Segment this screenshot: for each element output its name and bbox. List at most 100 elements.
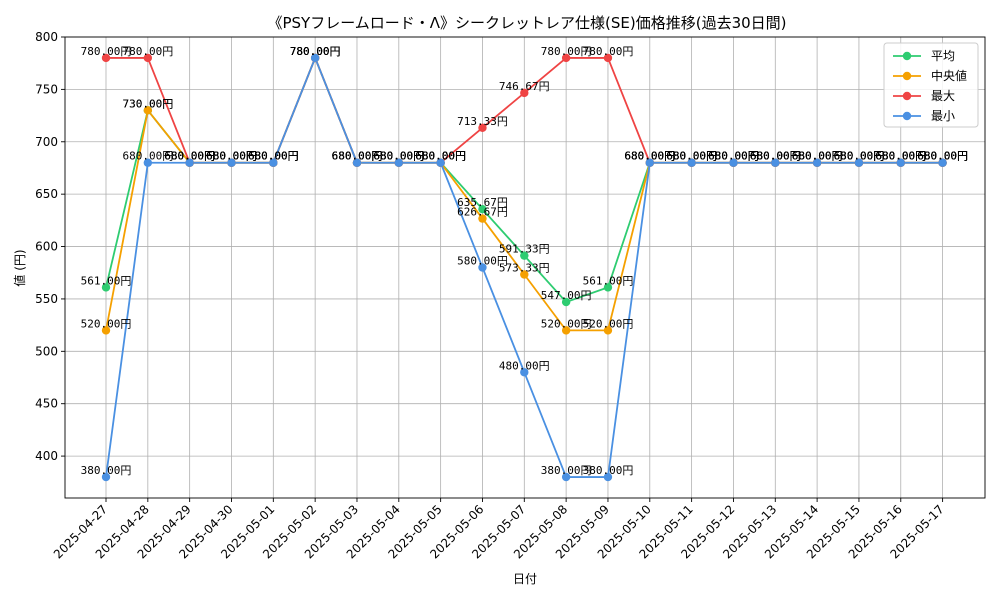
data-point xyxy=(520,88,529,98)
data-label: 680.00円 xyxy=(415,150,466,163)
y-tick-label: 450 xyxy=(35,397,58,411)
grid xyxy=(65,36,985,498)
data-label: 480.00円 xyxy=(499,359,550,372)
data-point xyxy=(143,106,153,115)
y-tick-label: 800 xyxy=(35,30,58,44)
data-label: 680.00円 xyxy=(164,150,215,163)
data-point xyxy=(520,368,529,377)
y-tick-label: 500 xyxy=(35,344,58,358)
data-label: 780.00円 xyxy=(290,45,341,58)
data-label: 680.00円 xyxy=(666,150,717,163)
data-point xyxy=(269,158,278,167)
data-point xyxy=(310,53,320,63)
data-label: 730.00円 xyxy=(122,97,173,110)
data-point xyxy=(227,158,236,167)
chart-title: 《PSYフレームロード・Λ》シークレットレア仕様(SE)価格推移(過去30日間) xyxy=(267,14,786,32)
data-point xyxy=(561,326,571,335)
data-label: 520.00円 xyxy=(81,317,132,330)
data-label: 580.00円 xyxy=(457,255,508,268)
y-tick-label: 700 xyxy=(35,135,58,149)
data-point xyxy=(143,158,153,167)
data-label: 680.00円 xyxy=(875,150,926,163)
data-point xyxy=(352,158,362,167)
data-label: 780.00円 xyxy=(541,45,592,58)
data-label: 680.00円 xyxy=(834,150,885,163)
data-point xyxy=(729,158,738,167)
data-label: 680.00円 xyxy=(164,150,215,163)
data-label: 680.00円 xyxy=(750,150,801,163)
data-point xyxy=(938,158,947,167)
series-layer xyxy=(101,53,947,482)
data-label: 680.00円 xyxy=(666,150,717,163)
data-label: 780.00円 xyxy=(290,45,341,58)
data-label: 680.00円 xyxy=(834,150,885,163)
data-label: 380.00円 xyxy=(583,464,634,477)
data-label: 680.00円 xyxy=(792,150,843,163)
data-label: 591.33円 xyxy=(499,243,550,256)
data-label: 680.00円 xyxy=(875,150,926,163)
data-label: 680.00円 xyxy=(708,150,759,163)
data-point xyxy=(771,158,780,167)
data-label: 680.00円 xyxy=(122,150,173,163)
data-point xyxy=(185,158,194,167)
data-label: 680.00円 xyxy=(624,150,675,163)
data-label: 680.00円 xyxy=(792,150,843,163)
data-label: 680.00円 xyxy=(164,150,215,163)
data-label: 680.00円 xyxy=(373,150,424,163)
data-label: 520.00円 xyxy=(541,317,592,330)
data-point xyxy=(603,326,613,335)
data-label: 626.67円 xyxy=(457,206,508,219)
data-point xyxy=(561,297,571,307)
y-tick-label: 650 xyxy=(35,187,58,201)
data-point xyxy=(812,158,822,167)
data-label: 680.00円 xyxy=(708,150,759,163)
y-tick-label: 400 xyxy=(35,449,58,463)
data-label: 780.00円 xyxy=(81,45,132,58)
y-tick-label: 550 xyxy=(35,292,58,306)
data-point xyxy=(101,472,111,482)
data-label: 680.00円 xyxy=(206,150,257,163)
data-label: 680.00円 xyxy=(875,150,926,163)
data-label: 380.00円 xyxy=(81,464,132,477)
data-label: 680.00円 xyxy=(332,150,383,163)
data-label: 680.00円 xyxy=(332,150,383,163)
data-label: 680.00円 xyxy=(624,150,675,163)
data-label: 680.00円 xyxy=(917,150,968,163)
y-tick-label: 750 xyxy=(35,82,58,96)
data-label: 780.00円 xyxy=(290,45,341,58)
data-labels: 561.00円730.00円680.00円680.00円680.00円780.0… xyxy=(81,45,968,477)
data-label: 680.00円 xyxy=(206,150,257,163)
legend-swatch-marker xyxy=(902,111,912,121)
data-point xyxy=(603,283,613,292)
data-label: 680.00円 xyxy=(248,150,299,163)
data-label: 680.00円 xyxy=(373,150,424,163)
legend-swatch-marker xyxy=(902,51,912,61)
data-label: 680.00円 xyxy=(206,150,257,163)
data-label: 680.00円 xyxy=(666,150,717,163)
data-label: 780.00円 xyxy=(122,45,173,58)
data-label: 680.00円 xyxy=(917,150,968,163)
data-point xyxy=(143,53,153,63)
plot-frame xyxy=(64,36,986,499)
data-point xyxy=(478,204,487,214)
data-point xyxy=(101,283,111,292)
data-label: 730.00円 xyxy=(122,97,173,110)
legend-swatch-marker xyxy=(902,71,912,81)
data-label: 680.00円 xyxy=(248,150,299,163)
data-point xyxy=(394,158,404,167)
data-label: 680.00円 xyxy=(332,150,383,163)
y-tick-label: 600 xyxy=(35,240,58,254)
data-label: 680.00円 xyxy=(708,150,759,163)
data-label: 680.00円 xyxy=(248,150,299,163)
data-point xyxy=(854,158,864,167)
data-label: 680.00円 xyxy=(415,150,466,163)
data-label: 680.00円 xyxy=(624,150,675,163)
data-point xyxy=(603,53,613,63)
data-point xyxy=(478,214,487,223)
data-label: 635.67円 xyxy=(457,196,508,209)
data-point xyxy=(561,472,571,482)
data-point xyxy=(101,326,111,335)
data-point xyxy=(687,158,696,167)
data-label: 780.00円 xyxy=(583,45,634,58)
data-label: 746.67円 xyxy=(499,80,550,93)
